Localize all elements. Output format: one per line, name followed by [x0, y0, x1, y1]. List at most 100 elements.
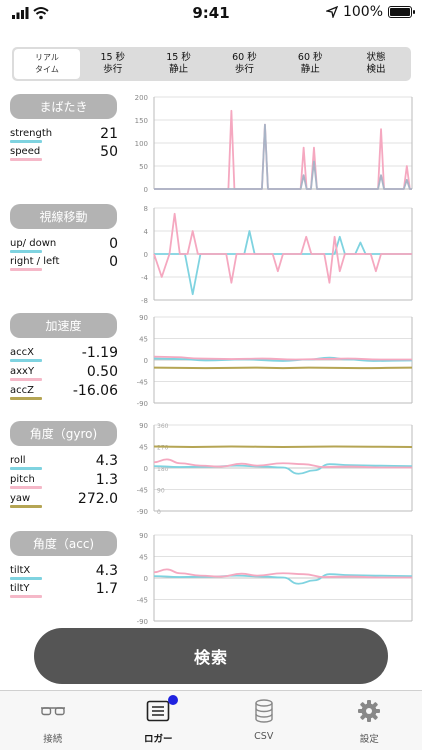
- y2-tick-label: 360: [157, 423, 169, 430]
- y-tick-label: -90: [137, 508, 148, 515]
- y2-tick-label: 90: [157, 488, 165, 495]
- battery-icon: [388, 6, 415, 18]
- accel-y-value: 0.50: [86, 364, 118, 380]
- accy-color-key: [10, 378, 42, 381]
- y-tick-label: 50: [139, 163, 148, 171]
- gyro-chart: 90 360 45 270 0 180 -45 90 -90 0: [137, 422, 413, 515]
- tilty-color-key: [10, 595, 42, 598]
- eye-chart: 8 4 0 -4 -8: [141, 205, 413, 304]
- notification-badge: [167, 695, 178, 705]
- tab-logger[interactable]: ロガー: [106, 691, 212, 750]
- y-tick-label: 8: [144, 205, 148, 213]
- accel-series-1: [153, 355, 412, 361]
- accel-z-row: accZ -16.06: [10, 383, 118, 403]
- segment-60s-still[interactable]: 60 秒 静止: [297, 52, 323, 75]
- eye-updown-row: up/ down 0: [10, 236, 118, 256]
- accel-y-row: axxY 0.50: [10, 364, 118, 384]
- rightleft-color-key: [10, 268, 42, 271]
- gear-icon: [355, 699, 383, 723]
- y-tick-label: -90: [137, 618, 148, 625]
- blink-speed-row: speed 50: [10, 144, 118, 164]
- y2-tick-label: 0: [157, 509, 161, 515]
- y-tick-label: 90: [139, 422, 148, 430]
- tiltx-color-key: [10, 577, 42, 580]
- eye-rightleft-value: 0: [109, 254, 118, 270]
- status-bar: 9:41 100%: [0, 0, 422, 26]
- gyro-yaw-value: 272.0: [77, 491, 118, 507]
- yaw-color-key: [10, 505, 42, 508]
- tab-settings[interactable]: 設定: [317, 691, 422, 750]
- y-tick-label: 45: [139, 554, 148, 562]
- glasses-icon: [39, 699, 67, 723]
- eye-title: 視線移動: [10, 204, 117, 229]
- gyro-yaw-label: yaw: [10, 493, 31, 504]
- accel-x-row: accX -1.19: [10, 345, 118, 365]
- blink-strength-label: strength: [10, 128, 53, 139]
- y-tick-label: -45: [137, 487, 148, 495]
- clock: 9:41: [192, 4, 230, 22]
- gyro-yaw-row: yaw 272.0: [10, 491, 118, 511]
- tilt-x-row: tiltX 4.3: [10, 563, 118, 583]
- y-tick-label: 150: [135, 117, 148, 125]
- y2-tick-label: 180: [157, 466, 169, 473]
- eye-updown-value: 0: [109, 236, 118, 252]
- y-tick-label: -8: [141, 297, 148, 304]
- y-tick-label: 90: [139, 314, 148, 322]
- accel-x-label: accX: [10, 347, 34, 358]
- gyro-roll-label: roll: [10, 455, 26, 466]
- y-tick-label: 45: [139, 444, 148, 452]
- blink-title: まばたき: [10, 94, 117, 119]
- y-tick-label: 45: [139, 336, 148, 344]
- gyro-series-1: [153, 458, 412, 469]
- y-tick-label: 0: [144, 465, 148, 473]
- segment-realtime[interactable]: リアル タイム: [14, 49, 80, 79]
- accz-color-key: [10, 397, 42, 400]
- gyro-roll-row: roll 4.3: [10, 453, 118, 473]
- accel-chart: 90 45 0 -45 -90: [137, 314, 413, 407]
- y2-tick-label: 270: [157, 445, 169, 452]
- gyro-pitch-label: pitch: [10, 474, 35, 485]
- tab-connect[interactable]: 接続: [0, 691, 106, 750]
- accel-z-label: accZ: [10, 385, 34, 396]
- tilt-chart: 90 45 0 -45 -90: [137, 532, 413, 625]
- accel-z-value: -16.06: [72, 383, 118, 399]
- segment-state-detect[interactable]: 状態 検出: [366, 52, 386, 75]
- gyro-pitch-value: 1.3: [95, 472, 118, 488]
- blink-chart: 200 150 100 50 0: [135, 94, 413, 193]
- database-icon: [250, 699, 278, 723]
- roll-color-key: [10, 467, 42, 470]
- eye-updown-label: up/ down: [10, 238, 57, 249]
- y-tick-label: 0: [144, 251, 148, 259]
- accel-x-value: -1.19: [81, 345, 118, 361]
- tab-connect-label: 接続: [43, 734, 63, 745]
- eye-series-1: [153, 212, 412, 284]
- accel-y-label: axxY: [10, 366, 35, 377]
- y-tick-label: -4: [141, 274, 149, 282]
- blink-strength-row: strength 21: [10, 126, 118, 146]
- y-tick-label: -45: [137, 597, 148, 605]
- segment-15s-still[interactable]: 15 秒 静止: [166, 52, 191, 75]
- y-tick-label: 0: [144, 186, 148, 193]
- tilt-x-label: tiltX: [10, 565, 31, 576]
- tab-csv[interactable]: CSV: [211, 691, 317, 750]
- segment-60s-walk[interactable]: 60 秒 歩行: [232, 52, 257, 75]
- tab-csv-label: CSV: [254, 731, 274, 742]
- y-tick-label: 90: [139, 532, 148, 540]
- tab-settings-label: 設定: [359, 734, 379, 745]
- updown-color-key: [10, 250, 42, 253]
- logger-icon: [144, 699, 172, 723]
- tilt-y-row: tiltY 1.7: [10, 581, 118, 601]
- blink-speed-value: 50: [100, 144, 118, 160]
- search-button[interactable]: 検索: [34, 628, 388, 684]
- y-tick-label: 0: [144, 357, 148, 365]
- accx-color-key: [10, 359, 42, 362]
- segment-15s-walk[interactable]: 15 秒 歩行: [100, 52, 126, 75]
- blink-strength-value: 21: [100, 126, 118, 142]
- eye-rightleft-label: right / left: [10, 256, 60, 267]
- tilt-series-1: [153, 568, 412, 579]
- blink-speed-label: speed: [10, 146, 41, 157]
- y-tick-label: -45: [137, 379, 148, 387]
- strength-color-key: [10, 140, 42, 143]
- tilt-title: 角度（acc): [10, 531, 117, 556]
- pitch-color-key: [10, 486, 42, 489]
